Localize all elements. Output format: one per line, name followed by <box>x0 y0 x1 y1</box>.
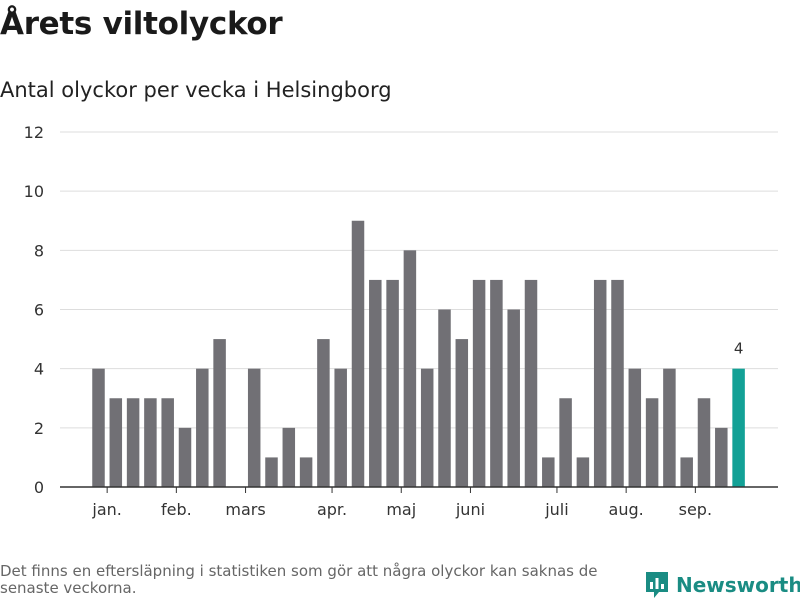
bar <box>282 427 296 487</box>
bar <box>213 339 226 487</box>
bar <box>507 309 520 487</box>
data-labels: 4 <box>734 340 744 358</box>
y-tick-label: 12 <box>24 123 44 142</box>
x-tick-label: apr. <box>317 500 347 519</box>
bar <box>628 368 642 487</box>
bar <box>472 279 486 487</box>
x-tick-label: mars <box>225 500 265 519</box>
x-tick-label: jan. <box>91 500 121 519</box>
bar <box>490 279 503 487</box>
bar <box>299 457 313 487</box>
x-tick-label: aug. <box>609 500 644 519</box>
x-tick-label: maj <box>386 500 416 519</box>
x-tick-label: feb. <box>161 500 192 519</box>
bar <box>680 457 693 487</box>
bar-highlight <box>732 368 745 487</box>
bar <box>438 309 451 487</box>
bar <box>645 398 659 487</box>
bar <box>196 368 209 487</box>
bar <box>178 427 192 487</box>
bar <box>265 457 278 487</box>
newsworthy-logo: Newsworthy <box>644 570 800 600</box>
y-tick-label: 0 <box>34 478 44 497</box>
bars <box>92 220 745 487</box>
bar <box>386 279 399 487</box>
highlight-data-label: 4 <box>734 340 744 358</box>
bar-chart: 0 2 4 6 8 10 12 jan. feb. mars apr. maj juni juli aug… <box>24 123 778 519</box>
bar <box>109 398 123 487</box>
bar <box>576 457 590 487</box>
bar <box>144 398 157 487</box>
bar <box>593 279 607 487</box>
y-tick-label: 10 <box>24 182 44 201</box>
x-axis: jan. feb. mars apr. maj juni juli aug. sep. <box>60 486 778 519</box>
bar <box>611 279 624 487</box>
bar <box>455 339 469 487</box>
chart-title: Årets viltolyckor <box>0 6 283 42</box>
bar <box>369 279 382 487</box>
bar <box>351 220 365 487</box>
footnote: Det finns en eftersläpning i statistiken… <box>0 562 598 597</box>
bar <box>334 368 347 487</box>
x-tick-label: juli <box>544 500 568 519</box>
bar <box>92 368 105 487</box>
x-tick-label: sep. <box>679 500 712 519</box>
chart-subtitle: Antal olyckor per vecka i Helsingborg <box>0 78 392 102</box>
y-tick-label: 6 <box>34 301 44 320</box>
y-axis-ticks: 0 2 4 6 8 10 12 <box>24 123 44 497</box>
bar <box>247 368 261 487</box>
bar <box>697 398 711 487</box>
logo-text: Newsworthy <box>676 573 800 597</box>
bar <box>403 250 417 487</box>
bar <box>542 457 555 487</box>
y-tick-label: 2 <box>34 419 44 438</box>
bar <box>715 427 728 487</box>
y-tick-label: 4 <box>34 360 44 379</box>
bar <box>663 368 676 487</box>
bar <box>524 279 538 487</box>
y-tick-label: 8 <box>34 241 44 260</box>
bar <box>126 398 140 487</box>
bar <box>559 398 572 487</box>
bar <box>317 339 330 487</box>
bar-chart-bubble-icon <box>646 572 668 598</box>
x-tick-label: juni <box>455 500 485 519</box>
bar <box>420 368 434 487</box>
bar <box>161 398 174 487</box>
